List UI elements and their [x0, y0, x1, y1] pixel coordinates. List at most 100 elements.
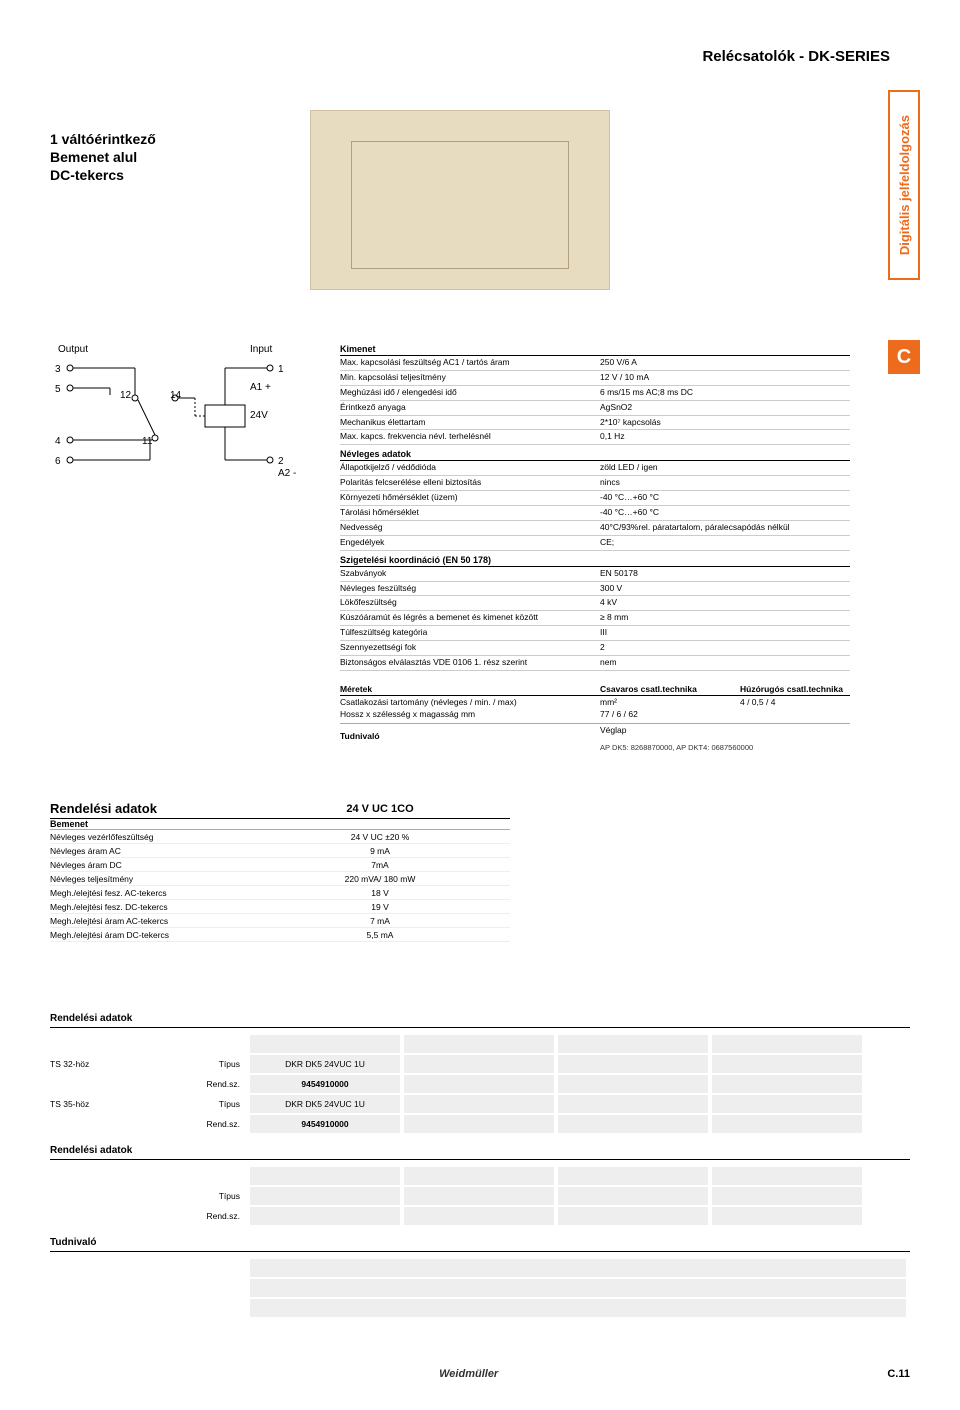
spec-val: 0,1 Hz [600, 431, 850, 443]
footer-page: C.11 [887, 1368, 910, 1380]
spec-val: EN 50178 [600, 568, 850, 580]
nevleges-title: Névleges adatok [340, 448, 850, 461]
spec-val: -40 °C…+60 °C [600, 507, 850, 519]
spec-key: Biztonságos elválasztás VDE 0106 1. rész… [340, 657, 600, 669]
spec-row: Mechanikus élettartam2*10⁷ kapcsolás [340, 416, 850, 431]
spec-key: Túlfeszültség kategória [340, 627, 600, 639]
svg-text:A2 -: A2 - [278, 468, 296, 479]
spec-key: Szennyezettségi fok [340, 642, 600, 654]
spec-row: Érintkező anyagaAgSnO2 [340, 401, 850, 416]
spec-val: 2 [600, 642, 850, 654]
order-row: Névleges áram DC7mA [50, 858, 510, 872]
section-badge: C [888, 340, 920, 374]
order3-rend-label: Rend.sz. [170, 1211, 250, 1221]
spec-val: AgSnO2 [600, 402, 850, 414]
order-block-2: Rendelési adatok TS 32-hözTípusDKR DK5 2… [50, 1010, 910, 1318]
order-section: Rendelési adatok 24 V UC 1CO Bemenet Név… [50, 800, 510, 942]
svg-text:Input: Input [250, 344, 272, 355]
tipus-label: Típus [170, 1099, 250, 1109]
order-row: Megh./elejtési fesz. AC-tekercs18 V [50, 886, 510, 900]
side-tab: Digitális jelfeldolgozás [888, 90, 920, 280]
tudnivalo-title: Tudnivaló [50, 1234, 910, 1252]
spec-row: Max. kapcsolási feszültség AC1 / tartós … [340, 356, 850, 371]
spec-row: Túlfeszültség kategóriaIII [340, 626, 850, 641]
spec-val: nem [600, 657, 850, 669]
spec-row: Polaritás felcserélése elleni biztosítás… [340, 476, 850, 491]
dim-row: Csatlakozási tartomány (névleges / min. … [340, 696, 850, 708]
svg-text:12: 12 [120, 390, 132, 401]
kimenet-title: Kimenet [340, 343, 850, 356]
spec-val: 250 V/6 A [600, 357, 850, 369]
spec-row: Nedvesség40°C/93%rel. páratartalom, pára… [340, 521, 850, 536]
svg-text:Output: Output [58, 344, 88, 355]
footer: Weidmüller C.11 [50, 1368, 910, 1380]
spec-key: Engedélyek [340, 537, 600, 549]
tipus-label: Típus [170, 1059, 250, 1069]
spec-row: Állapotkijelző / védődiódazöld LED / ige… [340, 461, 850, 476]
intro-block: 1 váltóérintkező Bemenet alul DC-tekercs [50, 130, 156, 185]
svg-text:5: 5 [55, 384, 61, 395]
footer-brand: Weidmüller [439, 1368, 498, 1380]
spec-key: Meghúzási idő / elengedési idő [340, 387, 600, 399]
spec-key: Tárolási hőmérséklet [340, 507, 600, 519]
tudnivalo-v1: Véglap [600, 725, 740, 741]
rend-val: 9454910000 [250, 1075, 400, 1093]
svg-text:6: 6 [55, 456, 61, 467]
order-title: Rendelési adatok [50, 801, 250, 818]
spec-key: Polaritás felcserélése elleni biztosítás [340, 477, 600, 489]
order3-title: Rendelési adatok [50, 1142, 910, 1160]
spec-key: Névleges feszültség [340, 583, 600, 595]
spec-key: Mechanikus élettartam [340, 417, 600, 429]
spec-key: Szabványok [340, 568, 600, 580]
rend-label: Rend.sz. [170, 1079, 250, 1089]
order2-title: Rendelési adatok [50, 1010, 910, 1028]
spec-val: CE; [600, 537, 850, 549]
spec-row: Lökőfeszültség4 kV [340, 596, 850, 611]
spec-key: Érintkező anyaga [340, 402, 600, 414]
order3-tipus-label: Típus [170, 1191, 250, 1201]
spec-row: Meghúzási idő / elengedési idő6 ms/15 ms… [340, 386, 850, 401]
spec-val: 300 V [600, 583, 850, 595]
order2-label: TS 32-höz [50, 1059, 170, 1069]
tipus-val: DKR DK5 24VUC 1U [250, 1095, 400, 1113]
spec-block: Kimenet Max. kapcsolási feszültség AC1 /… [340, 340, 850, 753]
spec-val: zöld LED / igen [600, 462, 850, 474]
intro-line1: 1 váltóérintkező [50, 130, 156, 148]
dim-row: Hossz x szélesség x magasság mm77 / 6 / … [340, 708, 850, 720]
spec-key: Min. kapcsolási teljesítmény [340, 372, 600, 384]
svg-text:11: 11 [142, 436, 153, 447]
spec-row: Szennyezettségi fok2 [340, 641, 850, 656]
spec-row: Névleges feszültség300 V [340, 582, 850, 597]
spec-val: nincs [600, 477, 850, 489]
meretek-h1: Csavaros csatl.technika [600, 684, 740, 694]
spec-val: 12 V / 10 mA [600, 372, 850, 384]
order-row: Megh./elejtési fesz. DC-tekercs19 V [50, 900, 510, 914]
svg-text:4: 4 [55, 436, 61, 447]
sziget-title: Szigetelési koordináció (EN 50 178) [340, 554, 850, 567]
product-image [310, 110, 610, 290]
order-row: Megh./elejtési áram AC-tekercs7 mA [50, 914, 510, 928]
rend-val: 9454910000 [250, 1115, 400, 1133]
tudnivalo-label: Tudnivaló [340, 731, 600, 741]
spec-row: Kúszóáramút és légrés a bemenet és kimen… [340, 611, 850, 626]
spec-val: ≥ 8 mm [600, 612, 850, 624]
spec-row: Min. kapcsolási teljesítmény12 V / 10 mA [340, 371, 850, 386]
intro-line3: DC-tekercs [50, 166, 156, 184]
spec-row: Tárolási hőmérséklet-40 °C…+60 °C [340, 506, 850, 521]
meretek-title: Méretek [340, 684, 600, 694]
meretek-h2: Húzórugós csatl.technika [740, 684, 850, 694]
spec-row: Biztonságos elválasztás VDE 0106 1. rész… [340, 656, 850, 671]
order-row: Névleges teljesítmény220 mVA/ 180 mW [50, 872, 510, 886]
spec-key: Max. kapcsolási feszültség AC1 / tartós … [340, 357, 600, 369]
spec-row: SzabványokEN 50178 [340, 567, 850, 582]
spec-key: Kúszóáramút és légrés a bemenet és kimen… [340, 612, 600, 624]
spec-row: Max. kapcs. frekvencia névl. terhelésnél… [340, 430, 850, 445]
tipus-val: DKR DK5 24VUC 1U [250, 1055, 400, 1073]
spec-row: EngedélyekCE; [340, 536, 850, 551]
svg-text:3: 3 [55, 364, 61, 375]
svg-text:2: 2 [278, 456, 284, 467]
spec-key: Lökőfeszültség [340, 597, 600, 609]
svg-text:1: 1 [278, 364, 284, 375]
spec-val: 4 kV [600, 597, 850, 609]
side-tab-label: Digitális jelfeldolgozás [897, 115, 912, 255]
